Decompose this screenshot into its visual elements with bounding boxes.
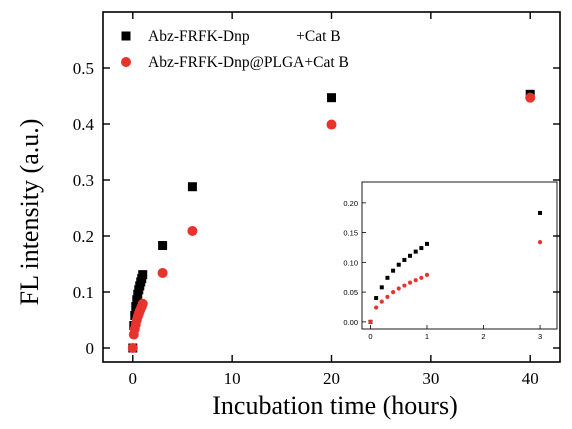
inset-series-1-point	[374, 296, 379, 301]
series-2-point	[326, 119, 337, 130]
y-tick-label: 0	[86, 339, 95, 358]
inset-series-1-point	[379, 285, 384, 290]
legend-marker-2	[121, 57, 131, 67]
series-2-point	[157, 267, 168, 278]
legend: Abz-FRFK-Dnp +Cat B Abz-FRFK-Dnp@PLGA+Cat…	[121, 28, 349, 71]
inset-series-1-point	[408, 253, 413, 258]
y-tick-label: 0.3	[73, 171, 94, 190]
inset-series-2-point	[424, 272, 430, 277]
x-tick-label: 20	[323, 369, 340, 388]
y-tick-label: 0.1	[73, 283, 94, 302]
inset-series-2-point	[537, 240, 543, 245]
inset-series-2-point	[374, 305, 379, 310]
inset-series-1-point	[385, 275, 390, 280]
legend-label-1: Abz-FRFK-Dnp +Cat B	[148, 28, 341, 45]
inset-y-tick-label: 0.10	[343, 258, 358, 267]
series-1-point	[187, 182, 197, 192]
x-tick-label: 30	[422, 369, 439, 388]
series-1-point	[138, 270, 148, 280]
inset-x-tick-label: 2	[481, 332, 485, 341]
inset-y-tick-label: 0.00	[343, 318, 358, 327]
inset-x-tick-label: 0	[368, 332, 372, 341]
inset-series-1-point	[413, 249, 418, 254]
series-2-point	[525, 92, 536, 103]
inset-series-1-point	[425, 241, 429, 246]
inset-series-2-point	[413, 278, 418, 283]
series-1-point	[327, 93, 336, 103]
x-tick-label: 40	[522, 369, 539, 388]
series-1-point	[158, 241, 168, 251]
legend-marker-1	[121, 31, 131, 41]
inset-series-1-point	[419, 246, 424, 251]
inset-series-2-point	[379, 299, 384, 304]
y-tick-label: 0.2	[73, 227, 94, 246]
x-axis-title: Incubation time (hours)	[212, 391, 458, 420]
inset-series-1-point	[391, 268, 396, 273]
inset-series-2-point	[390, 290, 396, 295]
x-tick-label: 0	[129, 369, 138, 388]
inset-series-2-point	[396, 286, 401, 291]
inset-series-2-point	[368, 319, 373, 324]
y-tick-label: 0.5	[73, 59, 94, 78]
inset-y-tick-label: 0.05	[343, 288, 358, 297]
inset-x-tick-label: 3	[538, 332, 542, 341]
series-2-point	[187, 225, 198, 236]
inset-series-2-point	[385, 294, 390, 299]
series-2-point	[127, 343, 138, 353]
series-1-point	[131, 302, 141, 312]
inset-y-tick-label: 0.15	[343, 229, 358, 238]
inset-series-2-point	[407, 280, 413, 285]
inset-frame	[361, 181, 558, 330]
legend-label-2: Abz-FRFK-Dnp@PLGA+Cat B	[148, 54, 349, 71]
series-2-point	[137, 298, 148, 309]
inset-series-1-point	[396, 262, 401, 267]
inset-series-2-point	[402, 283, 407, 288]
inset-y-tick-label: 0.20	[343, 199, 358, 208]
inset-series-1-point	[538, 210, 543, 215]
series-1-point	[132, 295, 142, 305]
inset-series-2-point	[419, 275, 424, 280]
inset-plot: 0 1 2 3 0.00 0.05 0.10 0.15 0.20	[343, 181, 558, 341]
inset-series-1-point	[402, 257, 407, 262]
x-tick-label: 10	[224, 369, 241, 388]
y-tick-label: 0.4	[73, 115, 95, 134]
inset-x-tick-label: 1	[425, 332, 429, 341]
y-axis-title: FL intensity (a.u.)	[15, 119, 44, 306]
